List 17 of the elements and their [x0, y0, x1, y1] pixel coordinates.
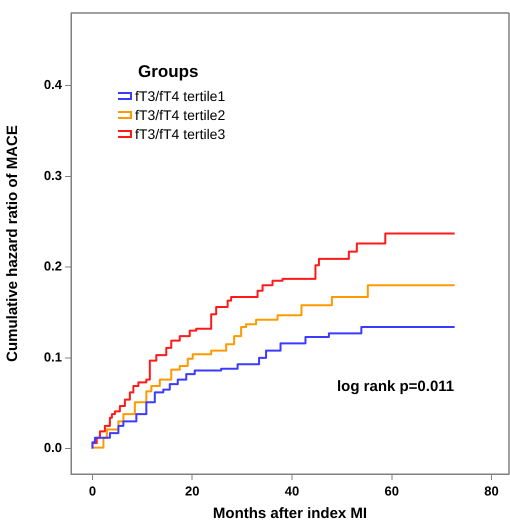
legend-label: fT3/fT4 tertile3	[135, 126, 226, 142]
legend-label: fT3/fT4 tertile2	[135, 106, 226, 122]
legend-title: Groups	[138, 62, 200, 82]
legend-label: fT3/fT4 tertile1	[135, 88, 226, 104]
annotation: log rank p=0.011	[337, 378, 454, 396]
y-tick-label: 0.3	[44, 168, 62, 183]
y-tick-label: 0.2	[44, 258, 62, 274]
x-axis-title: Months after index MI	[212, 505, 368, 522]
x-tick-label: 60	[384, 483, 399, 498]
y-tick-label: 0.0	[44, 440, 62, 456]
x-tick-label: 0	[88, 483, 96, 498]
y-axis-title: Cumulative hazard ratio of MACE	[4, 125, 22, 362]
x-tick-label: 20	[184, 483, 200, 498]
y-tick-label: 0.1	[44, 349, 62, 364]
y-tick-label: 0.4	[44, 77, 63, 92]
x-tick-label: 80	[484, 483, 499, 498]
x-tick-label: 40	[284, 483, 300, 498]
